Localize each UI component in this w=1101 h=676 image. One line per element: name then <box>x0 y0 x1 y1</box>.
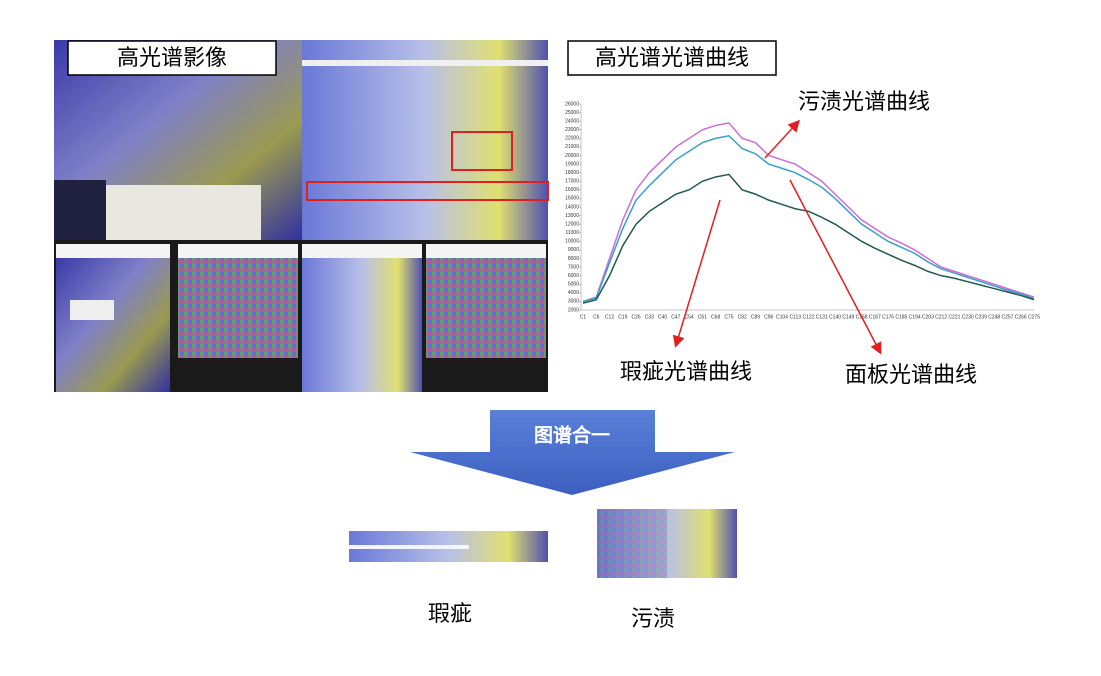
x-tick-label: C266 <box>1015 314 1027 320</box>
y-tick-label: 6000 <box>568 273 579 279</box>
x-tick-label: C131 <box>816 314 828 320</box>
annotation-arrow <box>672 199 721 348</box>
x-tick-label: C221 <box>948 314 960 320</box>
result-label: 瑕疵 <box>428 602 472 627</box>
y-tick-label: 12000 <box>565 221 579 227</box>
chart-title: 高光谱光谱曲线 <box>595 46 749 71</box>
y-tick-label: 2000 <box>568 307 579 313</box>
x-tick-label: C113 <box>789 314 801 320</box>
x-tick-label: C6 <box>593 314 600 320</box>
hyperspectral-image: 高光谱影像 <box>54 40 549 392</box>
y-tick-label: 21000 <box>565 144 579 150</box>
y-tick-label: 4000 <box>568 290 579 296</box>
y-tick-label: 13000 <box>565 213 579 219</box>
y-tick-label: 5000 <box>568 282 579 288</box>
y-tick-label: 11000 <box>565 230 579 236</box>
y-tick-label: 25000 <box>565 110 579 116</box>
x-tick-label: C68 <box>711 314 720 320</box>
image-title: 高光谱影像 <box>117 46 227 71</box>
annotation-arrow <box>764 119 801 159</box>
x-tick-label: C167 <box>869 314 881 320</box>
annotation: 面板光谱曲线 <box>845 363 977 388</box>
x-tick-label: C82 <box>738 314 747 320</box>
y-tick-label: 3000 <box>568 299 579 305</box>
x-tick-label: C194 <box>909 314 921 320</box>
y-tick-label: 26000 <box>565 101 579 107</box>
stain-texture <box>597 509 667 578</box>
x-tick-label: C140 <box>829 314 841 320</box>
x-tick-label: C176 <box>882 314 894 320</box>
y-tick-label: 19000 <box>565 161 579 167</box>
y-tick-label: 20000 <box>565 153 579 159</box>
spectrum-line <box>582 134 1035 303</box>
x-tick-label: C122 <box>803 314 815 320</box>
y-tick-label: 22000 <box>565 136 579 142</box>
y-tick-label: 9000 <box>568 247 579 253</box>
x-tick-label: C230 <box>962 314 974 320</box>
x-tick-label: C61 <box>698 314 707 320</box>
spectrum-line <box>582 173 1035 304</box>
annotation: 瑕疵光谱曲线 <box>620 360 752 385</box>
spectrum-line <box>582 122 1035 303</box>
annotation-arrow <box>789 179 882 355</box>
x-tick-label: C47 <box>671 314 680 320</box>
x-tick-label: C96 <box>764 314 773 320</box>
y-tick-label: 18000 <box>565 170 579 176</box>
y-tick-label: 23000 <box>565 127 579 133</box>
x-tick-label: C12 <box>605 314 614 320</box>
arrow-label: 图谱合一 <box>534 424 610 447</box>
y-tick-label: 16000 <box>565 187 579 193</box>
x-tick-label: C212 <box>935 314 947 320</box>
x-tick-label: C33 <box>645 314 654 320</box>
merge-arrow <box>410 410 735 495</box>
defect-scratch <box>349 545 469 549</box>
x-tick-label: C54 <box>685 314 694 320</box>
x-tick-label: C275 <box>1028 314 1040 320</box>
y-tick-label: 17000 <box>565 179 579 185</box>
spectrum-chart: 2000 3000 4000 5000 6000 7000 8000 9000 10000 110… <box>565 101 1040 320</box>
y-tick-label: 24000 <box>565 118 579 124</box>
x-tick-label: C1 <box>580 314 587 320</box>
x-tick-label: C203 <box>922 314 934 320</box>
y-tick-label: 8000 <box>568 256 579 262</box>
x-tick-label: C75 <box>724 314 733 320</box>
y-tick-label: 7000 <box>568 264 579 270</box>
x-tick-label: C104 <box>776 314 788 320</box>
x-tick-label: C89 <box>751 314 760 320</box>
x-tick-label: C40 <box>658 314 667 320</box>
x-tick-label: C239 <box>975 314 987 320</box>
y-tick-label: 10000 <box>565 239 579 245</box>
y-tick-label: 14000 <box>565 204 579 210</box>
chart-title-box <box>567 40 777 76</box>
x-tick-label: C257 <box>1001 314 1013 320</box>
annotation: 污渍光谱曲线 <box>798 90 930 115</box>
result-label: 污渍 <box>631 607 675 632</box>
y-tick-label: 15000 <box>565 196 579 202</box>
x-tick-label: C248 <box>988 314 1000 320</box>
x-tick-label: C149 <box>842 314 854 320</box>
x-tick-label: C185 <box>895 314 907 320</box>
x-tick-label: C19 <box>618 314 627 320</box>
x-tick-label: C26 <box>631 314 640 320</box>
